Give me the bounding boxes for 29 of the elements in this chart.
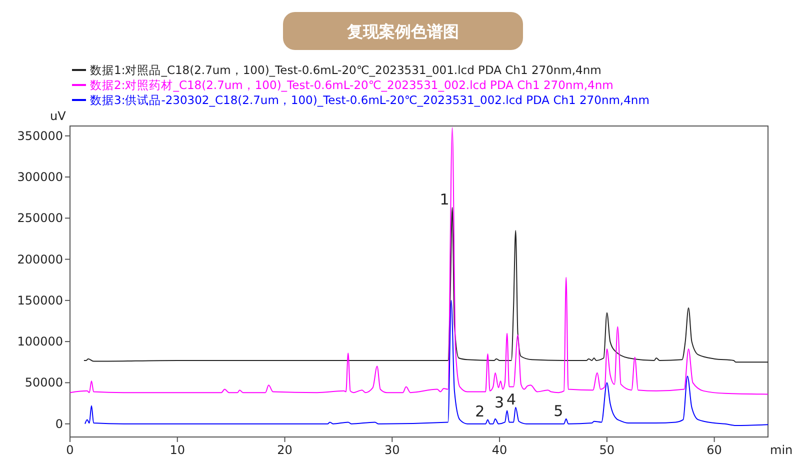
y-tick-label: 250000 — [17, 211, 63, 226]
line-series — [70, 127, 768, 395]
y-tick-label: 300000 — [17, 170, 63, 184]
annotation: 2 — [475, 402, 485, 421]
y-tick-label: 200000 — [17, 252, 63, 266]
annotation: 3 — [494, 394, 504, 412]
y-tick-label: 50000 — [24, 376, 63, 390]
x-tick-label: 10 — [170, 443, 186, 457]
y-tick-label: 150000 — [17, 293, 63, 308]
y-tick-label: 0 — [55, 416, 63, 431]
annotation: 5 — [554, 402, 564, 420]
legend-label: 数据1:对照品_C18(2.7um，100)_Test-0.6mL-20℃_2023531_001.lcd PDA Ch1 270nm,4nm — [90, 63, 602, 77]
line-series — [84, 300, 768, 426]
y-axis-title: uV — [50, 109, 67, 123]
legend-label: 数据2:对照药材_C18(2.7um，100)_Test-0.6mL-20℃_2023531_002.lcd PDA Ch1 270nm,4nm — [90, 78, 614, 92]
x-axis-title: min — [770, 443, 793, 457]
annotation: 4 — [506, 390, 516, 408]
x-tick-label: 50 — [599, 443, 615, 457]
chart-title: 复现案例色谱图 — [346, 22, 459, 41]
x-tick-label: 0 — [66, 443, 74, 457]
legend-label: 数据3:供试品-230302_C18(2.7um，100)_Test-0.6mL-20℃_2023531_002.lcd PDA Ch1 270nm,4nm — [90, 93, 650, 107]
x-tick-label: 40 — [492, 443, 508, 457]
line-series — [83, 206, 768, 363]
y-tick-label: 350000 — [17, 128, 63, 143]
x-tick-label: 20 — [277, 443, 292, 457]
x-tick-label: 60 — [706, 443, 722, 457]
annotation: 1 — [440, 190, 450, 208]
y-tick-label: 100000 — [17, 334, 63, 349]
x-tick-label: 30 — [384, 443, 400, 457]
